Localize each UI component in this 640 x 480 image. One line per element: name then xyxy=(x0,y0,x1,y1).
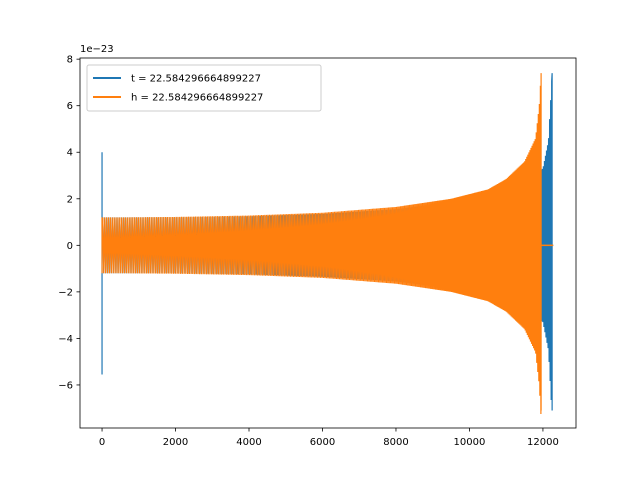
x-tick-label: 12000 xyxy=(527,437,559,448)
y-tick-label: −4 xyxy=(58,334,73,345)
y-tick-label: 8 xyxy=(67,55,73,66)
plot-area xyxy=(79,57,577,429)
x-tick-label: 4000 xyxy=(236,437,261,448)
y-tick-label: 4 xyxy=(67,148,73,159)
x-tick-label: 10000 xyxy=(454,437,486,448)
y-tick-label: −6 xyxy=(58,380,73,391)
y-axis: −6 −4 −2 0 2 4 6 8 xyxy=(58,55,80,391)
y-tick-label: 2 xyxy=(67,194,73,205)
y-tick-label: 0 xyxy=(67,241,73,252)
x-tick-label: 2000 xyxy=(163,437,188,448)
legend-frame xyxy=(86,64,322,112)
y-tick-label: 6 xyxy=(67,101,73,112)
series-layer xyxy=(101,73,554,415)
series-line-h xyxy=(101,73,542,415)
x-tick-label: 0 xyxy=(99,437,105,448)
legend-label-h: h = 22.584296664899227 xyxy=(131,93,263,104)
x-tick-label: 8000 xyxy=(383,437,408,448)
plot-frame xyxy=(79,57,577,429)
legend: t = 22.584296664899227 h = 22.5842966648… xyxy=(86,64,322,112)
x-tick-label: 6000 xyxy=(310,437,335,448)
y-tick-label: −2 xyxy=(58,287,73,298)
x-axis: 0 2000 4000 6000 8000 10000 12000 xyxy=(99,428,559,448)
y-scale-label: 1e−23 xyxy=(80,44,114,55)
legend-label-t: t = 22.584296664899227 xyxy=(131,74,261,85)
